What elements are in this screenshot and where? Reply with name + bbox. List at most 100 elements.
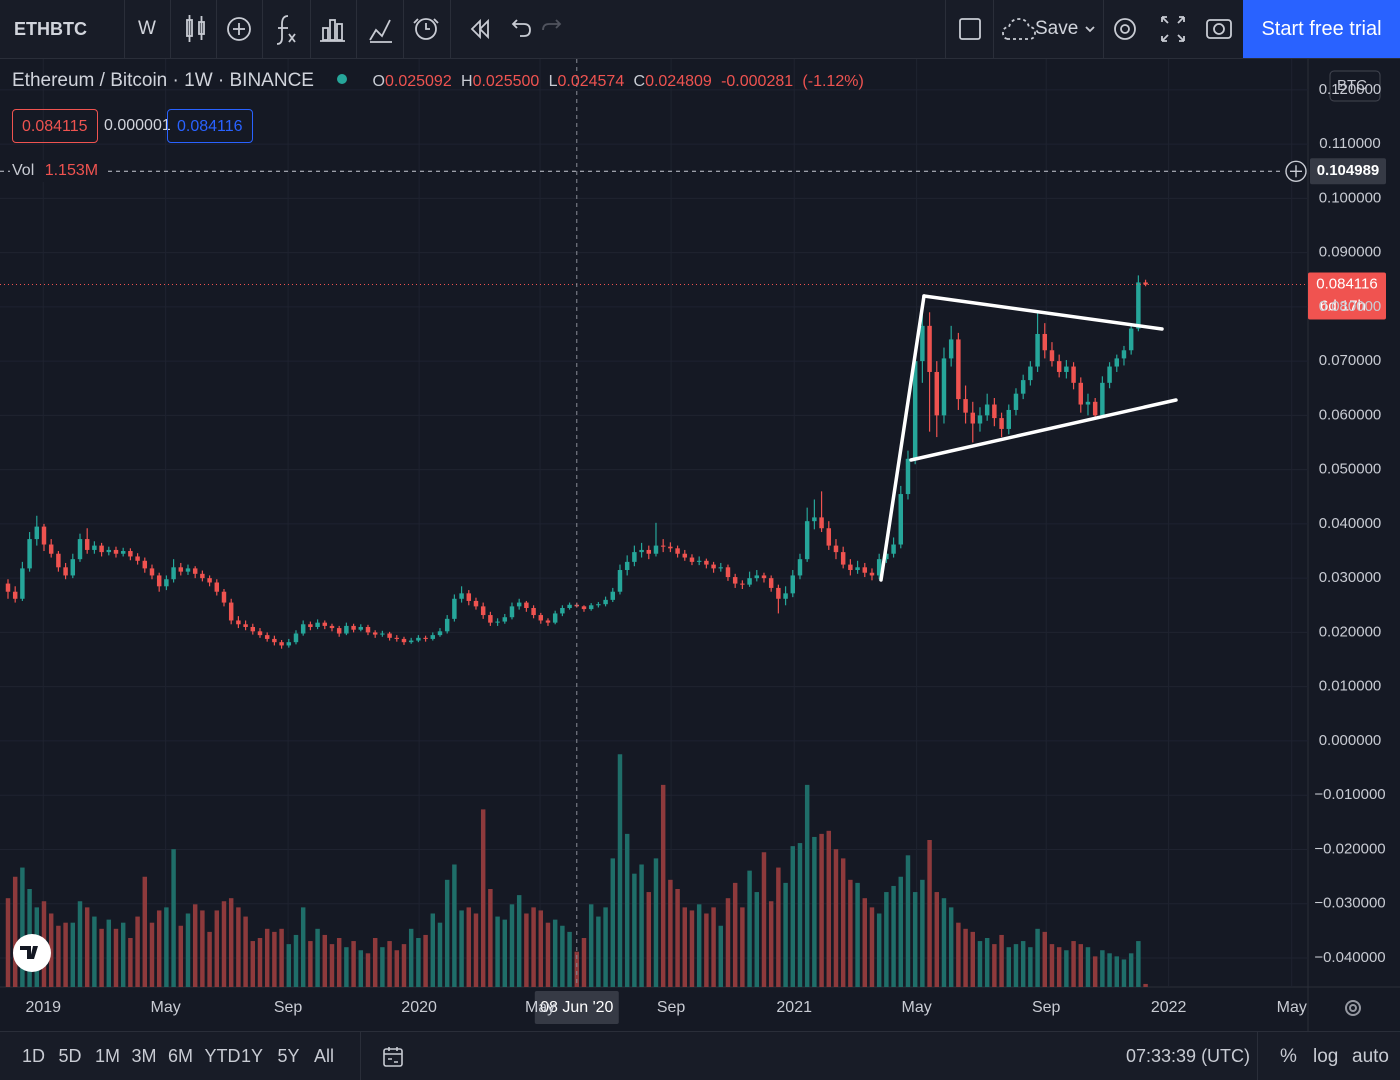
interval-button[interactable]: W (138, 18, 156, 39)
candle-body (56, 553, 61, 568)
volume-bar (704, 913, 709, 987)
sell-button[interactable]: 0.084115 (12, 109, 98, 143)
scale-option[interactable]: auto (1352, 1046, 1389, 1067)
candle-body (653, 545, 659, 554)
volume-bar (365, 953, 371, 987)
range-button[interactable]: 3M (131, 1046, 157, 1066)
candle-body (34, 526, 40, 540)
range-button[interactable]: YTD (204, 1046, 241, 1066)
volume-bar (351, 941, 356, 987)
y-tick-label: 0.050000 (1319, 461, 1382, 478)
start-trial-button[interactable]: Start free trial (1243, 0, 1400, 58)
candle-body (905, 458, 911, 495)
range-button[interactable]: 1Y (241, 1046, 264, 1066)
goto-date-icon[interactable] (380, 1044, 408, 1070)
volume-bar (560, 925, 565, 987)
range-button[interactable]: 5Y (277, 1046, 300, 1066)
scale-option[interactable]: log (1313, 1046, 1339, 1067)
ohlc-close: C0.024809 (634, 73, 712, 90)
volume-bar (1114, 956, 1120, 987)
candle-body (5, 583, 11, 592)
snapshot-icon[interactable] (1206, 19, 1232, 39)
volume-bar (156, 910, 162, 987)
candle-body (250, 626, 256, 632)
range-button[interactable]: All (314, 1046, 335, 1066)
volume-bar (1028, 947, 1033, 987)
range-button[interactable]: 1D (22, 1046, 46, 1066)
save-dropdown[interactable] (1085, 26, 1095, 33)
candle-body (192, 568, 198, 574)
candle-body (207, 578, 212, 583)
symbol-search[interactable]: ETHBTC (14, 19, 87, 39)
candle-body (747, 578, 752, 585)
crosshair-date-label: 08 Jun '20 (540, 999, 613, 1016)
volume-bar (956, 922, 961, 987)
volume-bar (516, 895, 522, 987)
ohlc-value: 0.024809 (645, 73, 712, 90)
templates-icon[interactable] (320, 19, 345, 42)
volume-bar (20, 867, 25, 987)
volume-bar (891, 885, 896, 987)
gear-icon[interactable] (1345, 1000, 1361, 1016)
y-tick-label: 0.000000 (1319, 732, 1382, 749)
volume-bar (603, 907, 608, 987)
time-axis-settings[interactable] (1345, 1000, 1361, 1016)
x-tick-label: Sep (657, 999, 686, 1016)
candle-body (365, 626, 371, 633)
volume-bar (308, 941, 313, 987)
candle-body (833, 545, 839, 553)
scale-option[interactable]: % (1280, 1046, 1297, 1067)
currency-box[interactable] (1329, 70, 1381, 102)
candle-body (430, 635, 436, 639)
currency-selector[interactable]: BTC (1329, 70, 1381, 102)
separator (124, 0, 125, 58)
volume-bar (372, 938, 378, 987)
volume-bar (1049, 944, 1055, 987)
volume-bar (1064, 950, 1069, 987)
volume-bar (740, 907, 745, 987)
candle-body (236, 620, 241, 625)
logo-mark (20, 946, 38, 959)
undo-icon[interactable] (511, 19, 531, 37)
indicators-icon[interactable] (276, 15, 296, 45)
candle-body (963, 399, 968, 413)
candle-body (272, 638, 277, 643)
volume-bar (322, 934, 328, 987)
volume-bar (970, 931, 976, 987)
volume-bar (128, 938, 133, 987)
compare-icon[interactable] (227, 17, 251, 41)
layout-icon[interactable] (959, 18, 981, 40)
ohlc-value: 0.024574 (557, 73, 625, 90)
fullscreen-icon[interactable] (1161, 16, 1185, 42)
alert-icon[interactable] (413, 18, 439, 40)
alert-chart-icon[interactable] (369, 19, 392, 43)
volume-bar (912, 892, 918, 987)
clock[interactable]: 07:33:39 (UTC) (1126, 1046, 1251, 1066)
save-button[interactable]: Save (1035, 18, 1079, 39)
candle-body (329, 625, 335, 629)
volume-bar (761, 852, 767, 987)
candle-body (624, 561, 630, 571)
candle-body (459, 593, 464, 599)
range-button[interactable]: 1M (95, 1046, 121, 1066)
volume-bar (876, 913, 882, 987)
range-button[interactable]: 6M (168, 1046, 194, 1066)
x-tick-label: May (151, 999, 181, 1016)
volume-bar (941, 898, 947, 987)
chart-type-icon[interactable] (186, 15, 205, 42)
settings-icon[interactable] (1114, 18, 1136, 40)
x-tick-label: Sep (274, 999, 303, 1016)
volume-bar (243, 916, 248, 987)
volume-value: 1.153M (44, 162, 99, 179)
y-tick-label: −0.020000 (1314, 840, 1385, 857)
volume-bar (358, 950, 364, 987)
volume-bar (1071, 941, 1076, 987)
cloud-icon[interactable] (1002, 18, 1036, 40)
volume-legend: Vol 1.153M (12, 160, 105, 182)
range-button[interactable]: 5D (58, 1046, 82, 1066)
replay-icon[interactable] (470, 18, 489, 40)
candle-body (538, 615, 544, 621)
volume-bar (92, 916, 97, 987)
buy-button[interactable]: 0.084116 (167, 109, 253, 143)
